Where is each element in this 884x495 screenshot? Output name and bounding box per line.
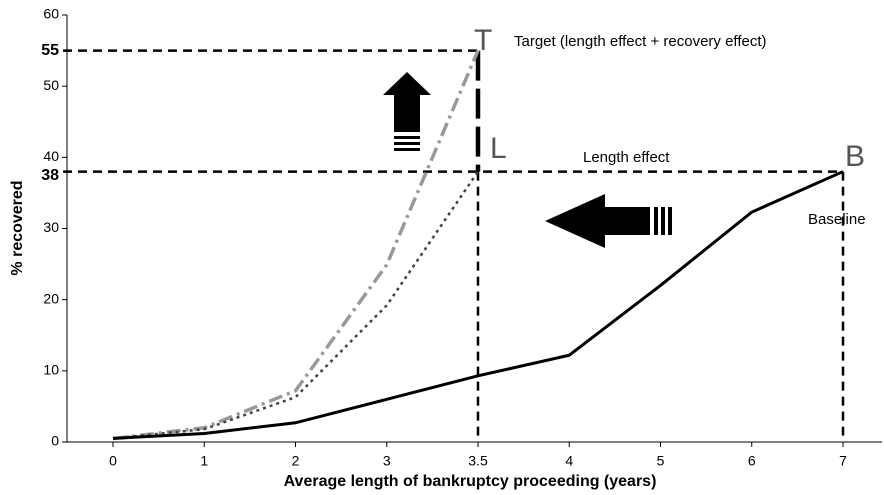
y-tick-label: 50 bbox=[43, 77, 59, 93]
y-tick-label: 10 bbox=[43, 362, 59, 378]
y-axis-title: % recovered bbox=[9, 180, 26, 275]
up-arrow bbox=[383, 72, 431, 151]
y-tick-label: 60 bbox=[43, 6, 59, 22]
x-axis-title: Average length of bankruptcy proceeding … bbox=[284, 473, 657, 490]
y-tick-label: 0 bbox=[51, 433, 59, 449]
guide-label: 55 bbox=[41, 42, 59, 59]
x-tick-label: 0 bbox=[109, 453, 117, 469]
x-tick-label: 5 bbox=[657, 453, 665, 469]
x-tick-label: 7 bbox=[839, 453, 847, 469]
x-tick-label: 1 bbox=[200, 453, 208, 469]
letter-label: B bbox=[845, 140, 865, 173]
annotation: Target (length effect + recovery effect) bbox=[514, 33, 767, 50]
series-line bbox=[112, 49, 480, 441]
left-arrow bbox=[545, 194, 672, 248]
y-tick-label: 30 bbox=[43, 219, 59, 235]
y-tick-label: 20 bbox=[43, 290, 59, 306]
annotation: Length effect bbox=[583, 149, 670, 166]
series-line bbox=[112, 170, 480, 440]
letter-label: L bbox=[490, 132, 507, 165]
series-line bbox=[112, 170, 844, 440]
annotation: Baseline bbox=[808, 211, 866, 228]
y-tick-label: 40 bbox=[43, 148, 59, 164]
guide-label: 38 bbox=[41, 167, 59, 184]
x-tick-label: 3 bbox=[383, 453, 391, 469]
x-tick-label: 2 bbox=[292, 453, 300, 469]
x-tick-label: 3.5 bbox=[468, 453, 488, 469]
letter-label: T bbox=[474, 24, 492, 57]
x-tick-label: 6 bbox=[748, 453, 756, 469]
x-tick-label: 4 bbox=[565, 453, 573, 469]
